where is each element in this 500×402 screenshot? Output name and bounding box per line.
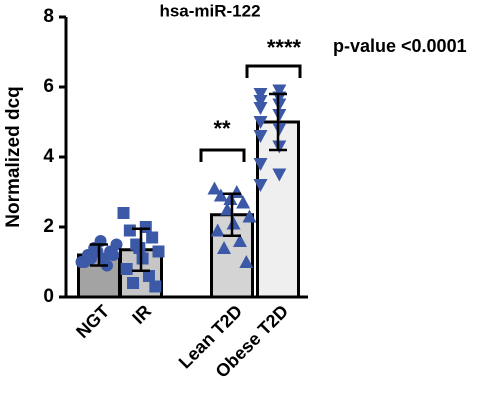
point (272, 109, 287, 122)
point (152, 245, 165, 258)
point (107, 249, 120, 261)
point (146, 231, 159, 244)
annotation: **** (267, 35, 302, 60)
point (253, 102, 268, 115)
point (239, 255, 254, 268)
error-bar (132, 227, 150, 272)
chart-title: hsa-miR-122 (159, 1, 260, 20)
y-tick-label: 0 (43, 286, 54, 307)
point (207, 181, 222, 195)
point (253, 179, 268, 192)
point (242, 209, 257, 223)
point (213, 188, 228, 202)
error-bar (223, 192, 241, 237)
point (253, 95, 268, 108)
point (136, 252, 149, 265)
significance-bracket (199, 148, 246, 162)
point (142, 270, 155, 282)
point (272, 123, 287, 136)
annotation: ** (213, 116, 231, 141)
point (123, 224, 136, 237)
point (127, 277, 140, 289)
significance-bracket (245, 64, 302, 78)
point (91, 245, 104, 258)
x-tick-label: NGT (72, 301, 113, 342)
point (220, 202, 235, 216)
point (232, 234, 247, 247)
y-tick-label: 4 (43, 146, 54, 167)
point (272, 168, 287, 182)
point (272, 84, 287, 98)
point (217, 241, 232, 254)
point (253, 130, 268, 143)
y-tick-label: 6 (43, 76, 54, 97)
point (272, 140, 287, 154)
point (120, 263, 133, 275)
y-tick-label: 2 (43, 216, 54, 237)
point (149, 280, 162, 293)
y-axis-label: Normalized dcq (3, 86, 24, 227)
point (133, 242, 146, 254)
point (253, 116, 268, 129)
y-tick-label: 8 (43, 6, 54, 27)
point (272, 98, 287, 112)
point (253, 88, 268, 101)
error-bar (269, 92, 287, 152)
error-bar (90, 243, 108, 267)
point (236, 195, 251, 209)
point (210, 223, 225, 237)
x-tick-label: IR (128, 301, 155, 328)
point (223, 192, 238, 205)
point (110, 238, 123, 251)
annotation: p-value <0.0001 (333, 36, 467, 56)
point (253, 158, 268, 171)
point (117, 207, 130, 219)
point (226, 216, 241, 230)
